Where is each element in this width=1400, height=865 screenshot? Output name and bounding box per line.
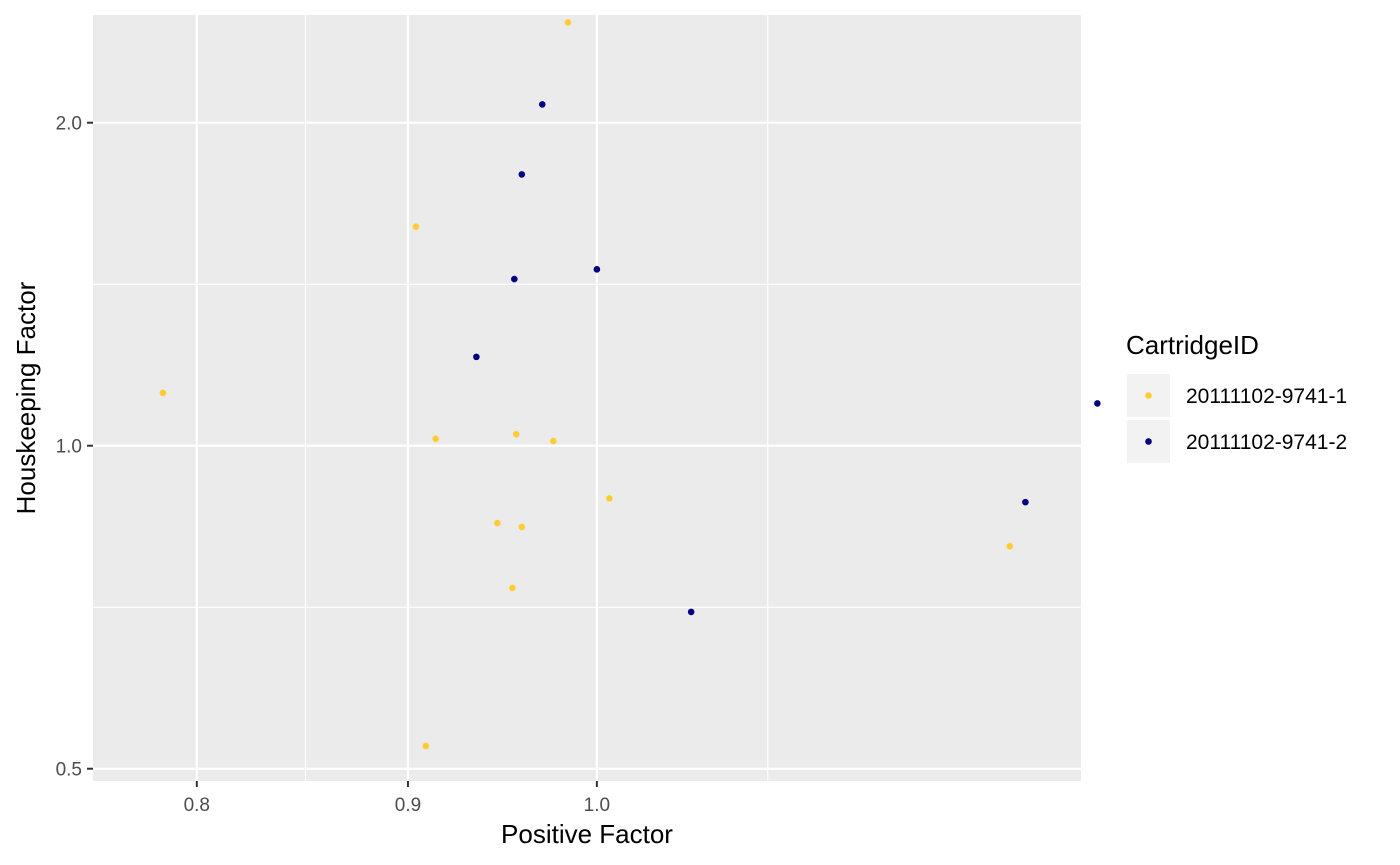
y-axis-title: Houskeeping Factor [11,281,41,514]
x-axis: 0.8 0.9 1.0 [184,781,610,816]
legend-key-point [1145,438,1152,445]
y-tick-label: 2.0 [56,114,82,135]
y-tick-label: 0.5 [56,760,82,781]
legend-key-point [1145,392,1152,399]
grid-minor [93,15,1081,781]
data-point [509,584,516,592]
legend-label: 20111102-9741-2 [1186,431,1347,454]
data-point [422,742,430,750]
data-point [512,430,520,438]
x-axis-title: Positive Factor [501,819,673,849]
data-point [1094,400,1101,407]
y-tick-label: 1.0 [56,437,82,458]
data-point [432,435,439,443]
data-point [511,275,518,283]
data-point [687,608,695,616]
data-point [1022,498,1029,506]
data-point [412,223,420,230]
data-point [1006,542,1014,550]
legend-items: 20111102-9741-1 20111102-9741-2 [1127,374,1347,463]
data-point [473,353,480,361]
x-tick-label: 0.9 [395,795,421,816]
y-axis: 0.5 1.0 2.0 [56,114,93,781]
data-points [159,19,1101,750]
data-point [564,19,572,26]
legend: CartridgeID 20111102-9741-120111102-9741… [1126,330,1347,463]
data-point [518,523,526,531]
plot-panel [93,15,1081,781]
legend-title: CartridgeID [1126,330,1259,360]
data-point [593,266,601,273]
data-point [550,437,557,445]
x-tick-label: 0.8 [184,795,210,816]
data-point [159,389,167,397]
x-tick-label: 1.0 [584,795,610,816]
data-point [538,101,546,108]
grid-major [93,15,1081,781]
data-point [606,495,613,502]
data-point [494,519,501,527]
legend-label: 20111102-9741-1 [1186,385,1347,408]
data-point [518,171,526,178]
